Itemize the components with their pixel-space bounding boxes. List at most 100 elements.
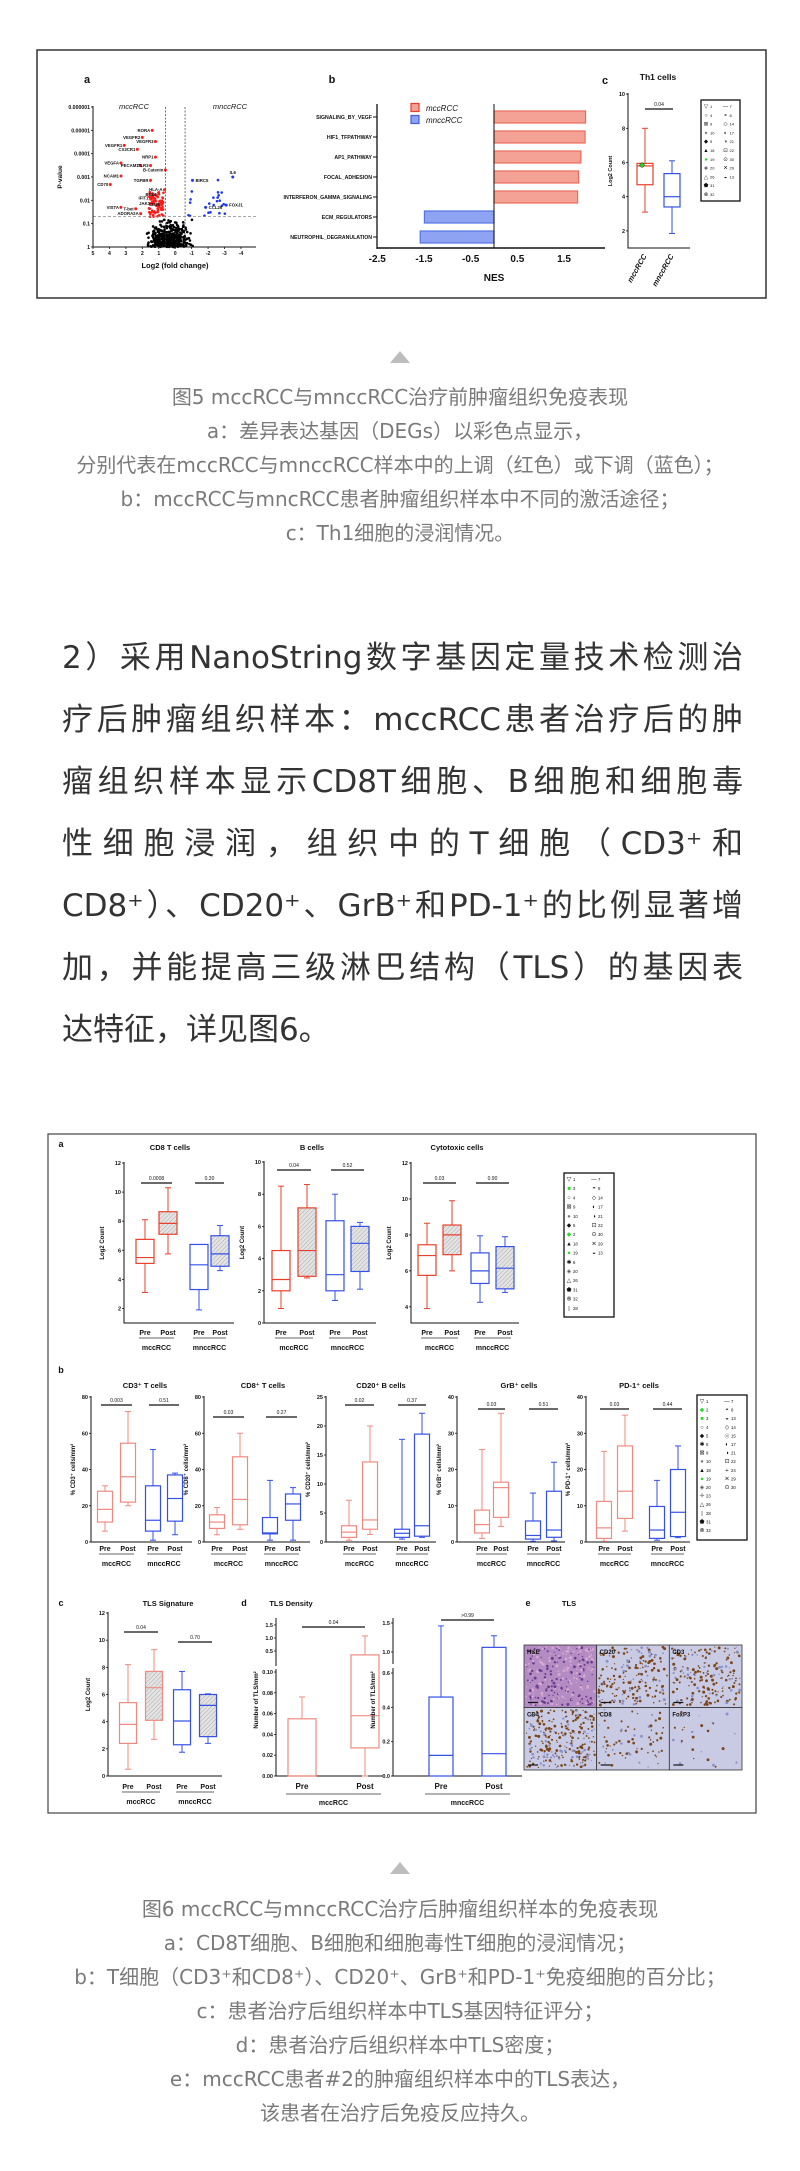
gene-label: BIRC5 <box>195 178 209 183</box>
time-label: Pre <box>99 1546 110 1553</box>
cell-texture <box>543 1760 545 1762</box>
cell-texture <box>531 1752 535 1756</box>
cell-texture <box>535 1728 538 1731</box>
cell-texture <box>649 1742 653 1746</box>
cell-texture <box>671 1647 674 1650</box>
box-iqr <box>350 1654 380 1749</box>
gene-point-ns <box>167 233 171 236</box>
cell-texture <box>559 1688 561 1691</box>
cell-texture <box>712 1763 715 1767</box>
cell-texture <box>712 1673 716 1677</box>
gene-label: T-bet <box>123 206 134 211</box>
cell-texture <box>623 1647 626 1650</box>
cell-texture <box>541 1681 544 1684</box>
chart-title: GrB⁺ cells <box>501 1381 538 1390</box>
box-plot-mccRCC <box>636 127 654 213</box>
cell-texture <box>715 1694 718 1697</box>
cell-texture <box>603 1736 606 1739</box>
gene-point-ns <box>185 230 189 234</box>
gene-point-ns <box>182 229 186 233</box>
y-tick-label: 2 <box>102 1747 105 1753</box>
cell-texture <box>700 1701 702 1704</box>
cell-texture <box>561 1695 564 1698</box>
gene-point-up <box>155 204 158 207</box>
cell-texture <box>717 1691 719 1693</box>
cell-texture <box>538 1649 541 1652</box>
paragraph-line: 2）采用NanoString数字基因定量技术检测治 <box>62 640 743 676</box>
cell-texture <box>716 1699 720 1703</box>
box-plot-pre <box>428 1625 454 1777</box>
cell-texture <box>638 1695 642 1699</box>
cell-texture <box>581 1761 584 1763</box>
cell-texture <box>734 1647 736 1650</box>
cell-texture <box>580 1752 582 1754</box>
box-plot-mccRCC-post <box>231 1432 249 1530</box>
gene-point-ns <box>182 224 185 227</box>
cell-texture <box>533 1647 536 1650</box>
cell-texture <box>532 1713 535 1716</box>
cell-texture <box>558 1744 562 1748</box>
cell-texture <box>698 1715 700 1717</box>
cell-texture <box>529 1672 533 1676</box>
cell-texture <box>650 1668 654 1672</box>
y-tick-label: 80 <box>195 1395 201 1401</box>
cell-texture <box>641 1663 644 1665</box>
legend-patient-id: 9 <box>710 122 713 127</box>
cell-texture <box>664 1703 667 1705</box>
group-label: mnccRCC <box>476 1345 509 1352</box>
legend-marker-diamond-open-icon: ◇ <box>592 1195 597 1201</box>
cell-texture <box>553 1730 556 1733</box>
y-tick-label: 2 <box>118 1306 121 1312</box>
cell-texture <box>701 1679 704 1681</box>
cell-texture <box>598 1703 602 1707</box>
cell-texture <box>567 1728 570 1731</box>
y-tick-label: 6 <box>622 161 625 167</box>
cell-texture <box>624 1729 627 1732</box>
legend-marker-circle-double-icon: ◎ <box>724 1433 729 1439</box>
gene-point-ns <box>165 221 169 225</box>
y-tick-label: 6 <box>405 1269 408 1275</box>
cell-texture <box>529 1722 532 1725</box>
cell-texture <box>546 1702 550 1705</box>
cell-texture <box>562 1717 565 1720</box>
cell-texture <box>622 1681 625 1684</box>
legend-marker-square-dot-icon: ⊡ <box>592 1223 597 1229</box>
cell-texture <box>624 1675 626 1678</box>
cell-texture <box>546 1753 549 1756</box>
cell-texture <box>660 1749 663 1753</box>
cell-texture <box>544 1728 547 1731</box>
y-tick-label: 1 <box>87 245 90 251</box>
cell-texture <box>543 1750 546 1753</box>
cell-texture <box>606 1666 608 1668</box>
cell-texture <box>532 1725 535 1728</box>
legend-patient-id: 29 <box>598 1241 603 1246</box>
cell-texture <box>641 1680 644 1683</box>
gene-point-ns <box>182 241 186 244</box>
gene-point-ns <box>189 232 192 235</box>
cell-texture <box>625 1670 627 1673</box>
cell-texture <box>550 1685 553 1688</box>
cell-texture <box>608 1680 611 1683</box>
box-iqr <box>350 1225 370 1273</box>
cell-texture <box>584 1710 587 1714</box>
y-axis-title: % PD-1⁺ cells/mm² <box>565 1443 572 1496</box>
cell-texture <box>631 1692 635 1696</box>
paragraph-line: 性细胞浸润，组织中的T细胞（CD3⁺和 <box>62 826 743 862</box>
cell-texture <box>619 1751 622 1755</box>
cell-texture <box>581 1658 585 1661</box>
cell-texture <box>590 1725 594 1728</box>
gene-point-ns <box>151 225 155 228</box>
legend-marker-pentagon-icon: ⬟ <box>704 182 709 189</box>
cell-texture <box>679 1675 682 1678</box>
cell-texture <box>624 1757 627 1759</box>
cell-texture <box>721 1747 725 1751</box>
cell-texture <box>565 1691 568 1694</box>
p-value-label: 0.27 <box>277 1410 287 1416</box>
cell-texture <box>646 1674 649 1677</box>
cell-texture <box>696 1654 698 1656</box>
gene-point-up <box>162 191 165 195</box>
legend-marker-square-dot-icon: ⊡ <box>723 148 728 154</box>
legend-patient-id: 19 <box>710 157 715 162</box>
cell-texture <box>613 1753 616 1755</box>
cell-texture <box>713 1665 716 1668</box>
